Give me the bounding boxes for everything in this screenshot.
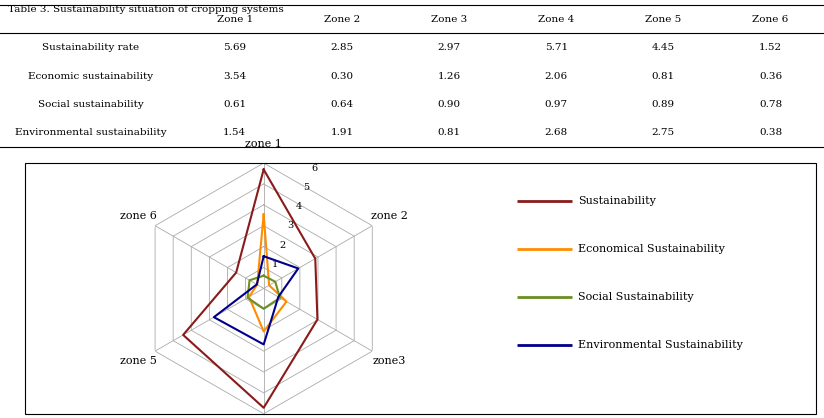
Text: Zone 2: Zone 2 (324, 15, 360, 24)
Text: 2.06: 2.06 (545, 71, 568, 81)
Text: 0.97: 0.97 (545, 100, 568, 109)
Text: 4.45: 4.45 (652, 43, 675, 52)
Text: Table 3. Sustainability situation of cropping systems: Table 3. Sustainability situation of cro… (8, 5, 284, 14)
Text: 0.38: 0.38 (759, 128, 782, 138)
Text: 2.85: 2.85 (330, 43, 353, 52)
Text: Social Sustainability: Social Sustainability (578, 292, 694, 302)
Text: Zone 4: Zone 4 (538, 15, 574, 24)
Text: 3.54: 3.54 (223, 71, 246, 81)
Text: Zone 6: Zone 6 (752, 15, 789, 24)
Text: Sustainability: Sustainability (578, 196, 656, 206)
Text: 1.26: 1.26 (438, 71, 461, 81)
Text: Zone 3: Zone 3 (431, 15, 467, 24)
Text: Economic sustainability: Economic sustainability (28, 71, 153, 81)
Text: Environmental Sustainability: Environmental Sustainability (578, 340, 742, 350)
Text: 2.97: 2.97 (438, 43, 461, 52)
Text: 0.64: 0.64 (330, 100, 353, 109)
Text: Economical Sustainability: Economical Sustainability (578, 244, 725, 254)
Text: 0.81: 0.81 (652, 71, 675, 81)
Text: 0.78: 0.78 (759, 100, 782, 109)
Text: Zone 5: Zone 5 (645, 15, 681, 24)
Text: Social sustainability: Social sustainability (38, 100, 143, 109)
Text: 0.61: 0.61 (223, 100, 246, 109)
Text: 1.52: 1.52 (759, 43, 782, 52)
Text: 5.69: 5.69 (223, 43, 246, 52)
Text: 1.54: 1.54 (223, 128, 246, 138)
Text: 0.90: 0.90 (438, 100, 461, 109)
Text: 0.89: 0.89 (652, 100, 675, 109)
Text: 5.71: 5.71 (545, 43, 568, 52)
Text: 2.75: 2.75 (652, 128, 675, 138)
Text: 0.36: 0.36 (759, 71, 782, 81)
Text: Zone 1: Zone 1 (217, 15, 253, 24)
Text: 1.91: 1.91 (330, 128, 353, 138)
Text: 0.81: 0.81 (438, 128, 461, 138)
Text: Environmental sustainability: Environmental sustainability (15, 128, 166, 138)
Text: Sustainability rate: Sustainability rate (42, 43, 139, 52)
Text: 2.68: 2.68 (545, 128, 568, 138)
Text: 0.30: 0.30 (330, 71, 353, 81)
